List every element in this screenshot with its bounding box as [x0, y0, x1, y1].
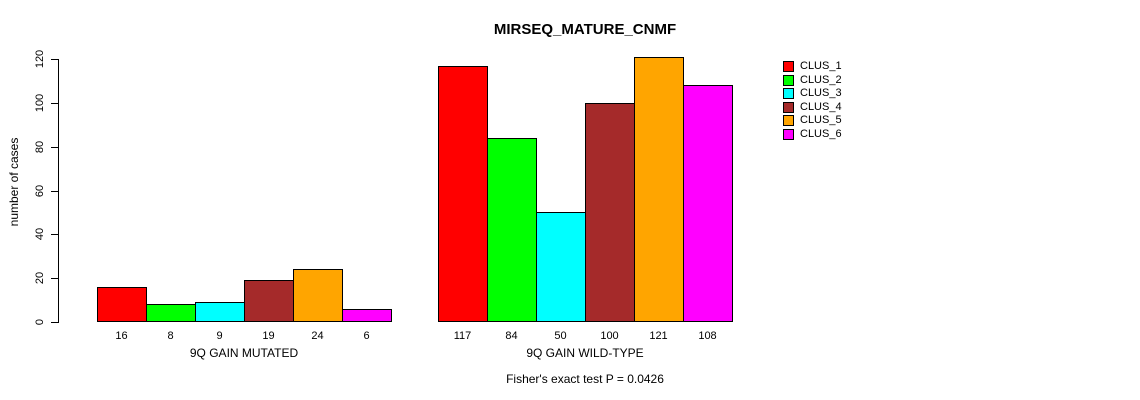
bar-value-label-CLUS_3-group2: 50: [554, 330, 567, 342]
bar-CLUS_4-group1: [244, 280, 294, 322]
bar-value-label-CLUS_4-group2: 100: [600, 330, 619, 342]
y-tick-mark-40: [51, 234, 59, 235]
y-tick-mark-100: [51, 103, 59, 104]
fisher-test-annotation: Fisher's exact test P = 0.0426: [506, 372, 664, 386]
y-tick-label-120: 120: [34, 49, 46, 69]
legend-item-CLUS_5: CLUS_5: [783, 114, 842, 128]
y-axis-label: number of cases: [7, 137, 21, 227]
y-tick-label-80: 80: [34, 140, 46, 154]
legend-item-CLUS_4: CLUS_4: [783, 101, 842, 115]
bar-CLUS_6-group1: [342, 309, 392, 322]
bar-value-label-CLUS_2-group2: 84: [505, 330, 518, 342]
y-tick-mark-80: [51, 147, 59, 148]
chart-title: MIRSEQ_MATURE_CNMF: [493, 21, 677, 38]
legend-swatch-CLUS_3: [783, 88, 794, 100]
bar-value-label-CLUS_2-group1: 8: [167, 330, 174, 342]
y-tick-mark-0: [51, 322, 59, 323]
y-tick-mark-120: [51, 59, 59, 60]
legend-swatch-CLUS_1: [783, 61, 794, 73]
bar-CLUS_1-group2: [438, 66, 488, 322]
y-tick-mark-60: [51, 191, 59, 192]
bar-value-label-CLUS_1-group2: 117: [453, 330, 472, 342]
legend-label-CLUS_4: CLUS_4: [800, 100, 842, 113]
legend: CLUS_1 CLUS_2 CLUS_3 CLUS_4 CLUS_5 CLUS_6: [783, 60, 842, 141]
legend-swatch-CLUS_6: [783, 128, 794, 140]
legend-item-CLUS_6: CLUS_6: [783, 128, 842, 142]
bar-value-label-CLUS_3-group1: 9: [216, 330, 223, 342]
bar-value-label-CLUS_4-group1: 19: [262, 330, 275, 342]
bar-CLUS_4-group2: [585, 103, 635, 322]
bar-CLUS_2-group2: [487, 138, 537, 322]
y-tick-label-60: 60: [34, 184, 46, 198]
y-tick-mark-20: [51, 278, 59, 279]
legend-item-CLUS_2: CLUS_2: [783, 74, 842, 88]
legend-item-CLUS_3: CLUS_3: [783, 87, 842, 101]
bar-CLUS_3-group1: [195, 302, 245, 322]
legend-swatch-CLUS_4: [783, 101, 794, 113]
x-group-label-mutated: 9Q GAIN MUTATED: [189, 346, 299, 360]
bar-CLUS_3-group2: [536, 212, 586, 322]
legend-swatch-CLUS_5: [783, 115, 794, 127]
bar-CLUS_5-group2: [634, 57, 684, 322]
legend-label-CLUS_2: CLUS_2: [800, 73, 842, 86]
legend-label-CLUS_5: CLUS_5: [800, 114, 842, 127]
bar-CLUS_6-group2: [683, 85, 733, 322]
legend-swatch-CLUS_2: [783, 74, 794, 86]
bar-value-label-CLUS_1-group1: 16: [115, 330, 128, 342]
bar-CLUS_1-group1: [97, 287, 147, 322]
bar-CLUS_5-group1: [293, 269, 343, 322]
y-tick-label-20: 20: [34, 271, 46, 285]
bar-value-label-CLUS_5-group2: 121: [649, 330, 668, 342]
bar-CLUS_2-group1: [146, 304, 196, 322]
legend-label-CLUS_1: CLUS_1: [800, 60, 842, 73]
x-group-label-wild-type: 9Q GAIN WILD-TYPE: [526, 346, 644, 360]
y-tick-label-100: 100: [34, 93, 46, 113]
y-tick-label-40: 40: [34, 227, 46, 241]
bar-value-label-CLUS_6-group1: 6: [363, 330, 370, 342]
bar-value-label-CLUS_6-group2: 108: [698, 330, 717, 342]
legend-label-CLUS_6: CLUS_6: [800, 127, 842, 140]
bar-value-label-CLUS_5-group1: 24: [311, 330, 324, 342]
legend-label-CLUS_3: CLUS_3: [800, 87, 842, 100]
y-tick-label-0: 0: [34, 318, 46, 326]
legend-item-CLUS_1: CLUS_1: [783, 60, 842, 74]
